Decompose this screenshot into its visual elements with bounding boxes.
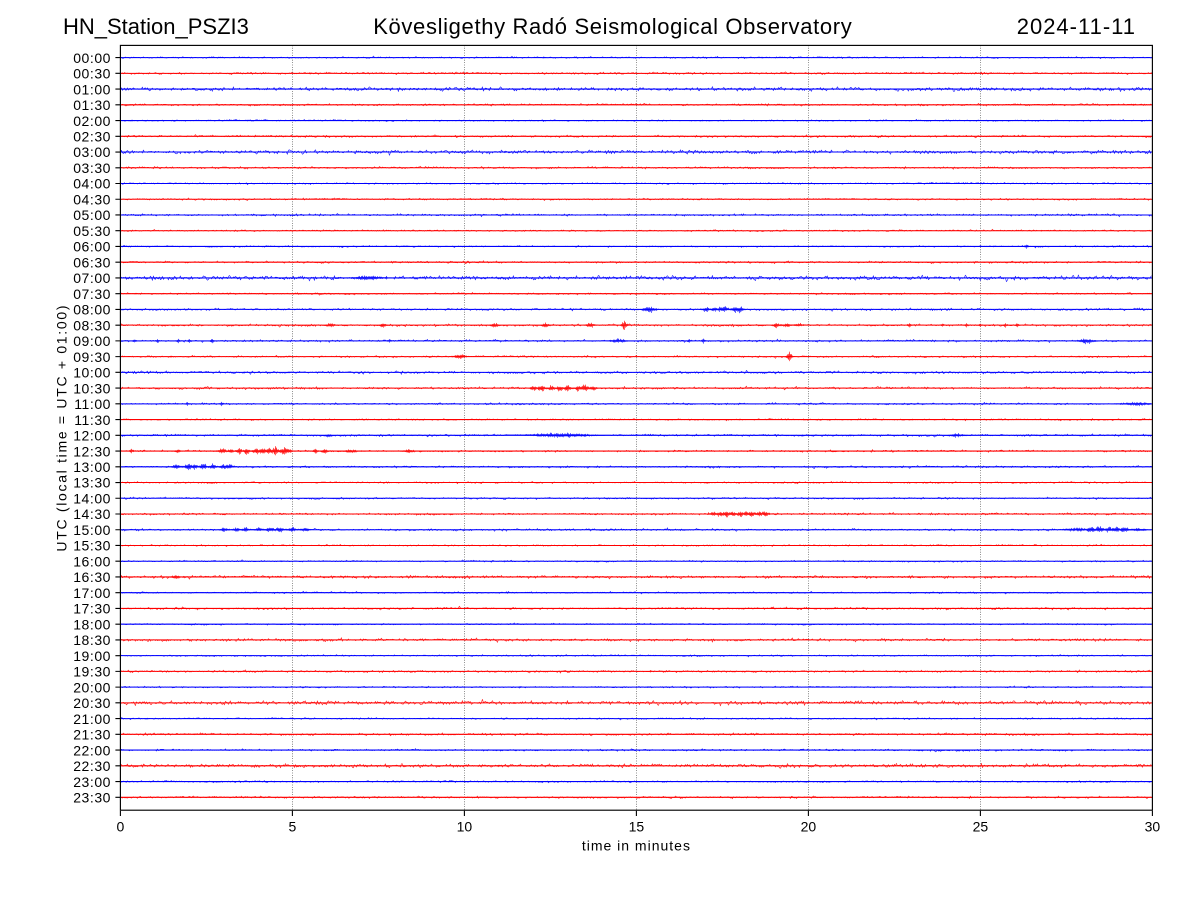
svg-text:10: 10 (457, 819, 473, 835)
svg-text:18:00: 18:00 (73, 616, 111, 632)
svg-text:00:00: 00:00 (73, 50, 111, 66)
svg-text:03:30: 03:30 (73, 160, 111, 176)
svg-text:14:30: 14:30 (73, 506, 111, 522)
svg-text:17:30: 17:30 (73, 601, 111, 617)
svg-text:13:00: 13:00 (73, 459, 111, 475)
svg-text:12:30: 12:30 (73, 443, 111, 459)
svg-text:01:00: 01:00 (73, 81, 111, 97)
svg-text:19:30: 19:30 (73, 664, 111, 680)
svg-text:21:30: 21:30 (73, 727, 111, 743)
svg-text:05:00: 05:00 (73, 207, 111, 223)
svg-text:19:00: 19:00 (73, 648, 111, 664)
svg-text:09:00: 09:00 (73, 333, 111, 349)
svg-text:06:00: 06:00 (73, 239, 111, 255)
svg-text:09:30: 09:30 (73, 349, 111, 365)
svg-text:22:00: 22:00 (73, 742, 111, 758)
svg-text:05:30: 05:30 (73, 223, 111, 239)
svg-text:07:00: 07:00 (73, 270, 111, 286)
svg-text:5: 5 (289, 819, 297, 835)
svg-text:23:30: 23:30 (73, 789, 111, 805)
svg-text:06:30: 06:30 (73, 254, 111, 270)
svg-text:16:30: 16:30 (73, 569, 111, 585)
svg-text:08:00: 08:00 (73, 302, 111, 318)
svg-text:21:00: 21:00 (73, 711, 111, 727)
svg-text:20:30: 20:30 (73, 695, 111, 711)
svg-text:14:00: 14:00 (73, 490, 111, 506)
svg-text:11:30: 11:30 (74, 412, 111, 428)
svg-text:10:00: 10:00 (73, 365, 111, 381)
svg-text:15:00: 15:00 (73, 522, 111, 538)
svg-text:07:30: 07:30 (73, 286, 111, 302)
svg-text:04:00: 04:00 (73, 176, 111, 192)
svg-text:10:30: 10:30 (73, 380, 111, 396)
svg-text:23:00: 23:00 (73, 774, 111, 790)
svg-text:time in minutes: time in minutes (582, 838, 691, 854)
svg-text:01:30: 01:30 (73, 97, 111, 113)
svg-text:22:30: 22:30 (73, 758, 111, 774)
svg-text:18:30: 18:30 (73, 632, 111, 648)
svg-text:02:00: 02:00 (73, 113, 111, 129)
svg-text:13:30: 13:30 (73, 475, 111, 491)
svg-text:Kövesligethy Radó Seismologica: Kövesligethy Radó Seismological Observat… (373, 14, 852, 39)
svg-text:00:30: 00:30 (73, 66, 111, 82)
svg-text:17:00: 17:00 (73, 585, 111, 601)
svg-text:15: 15 (629, 819, 645, 835)
svg-text:20: 20 (801, 819, 817, 835)
svg-text:25: 25 (973, 819, 989, 835)
svg-text:02:30: 02:30 (73, 128, 111, 144)
svg-text:03:00: 03:00 (73, 144, 111, 160)
svg-text:16:00: 16:00 (73, 553, 111, 569)
svg-text:15:30: 15:30 (73, 538, 111, 554)
svg-text:30: 30 (1145, 819, 1161, 835)
svg-text:11:00: 11:00 (74, 396, 111, 412)
svg-text:UTC (local time = UTC + 01:00): UTC (local time = UTC + 01:00) (54, 304, 70, 552)
svg-text:20:00: 20:00 (73, 679, 111, 695)
svg-text:12:00: 12:00 (73, 428, 111, 444)
svg-text:2024-11-11: 2024-11-11 (1017, 14, 1136, 39)
svg-text:0: 0 (117, 819, 125, 835)
svg-text:08:30: 08:30 (73, 317, 111, 333)
svg-text:04:30: 04:30 (73, 191, 111, 207)
svg-text:HN_Station_PSZI3: HN_Station_PSZI3 (63, 14, 249, 39)
